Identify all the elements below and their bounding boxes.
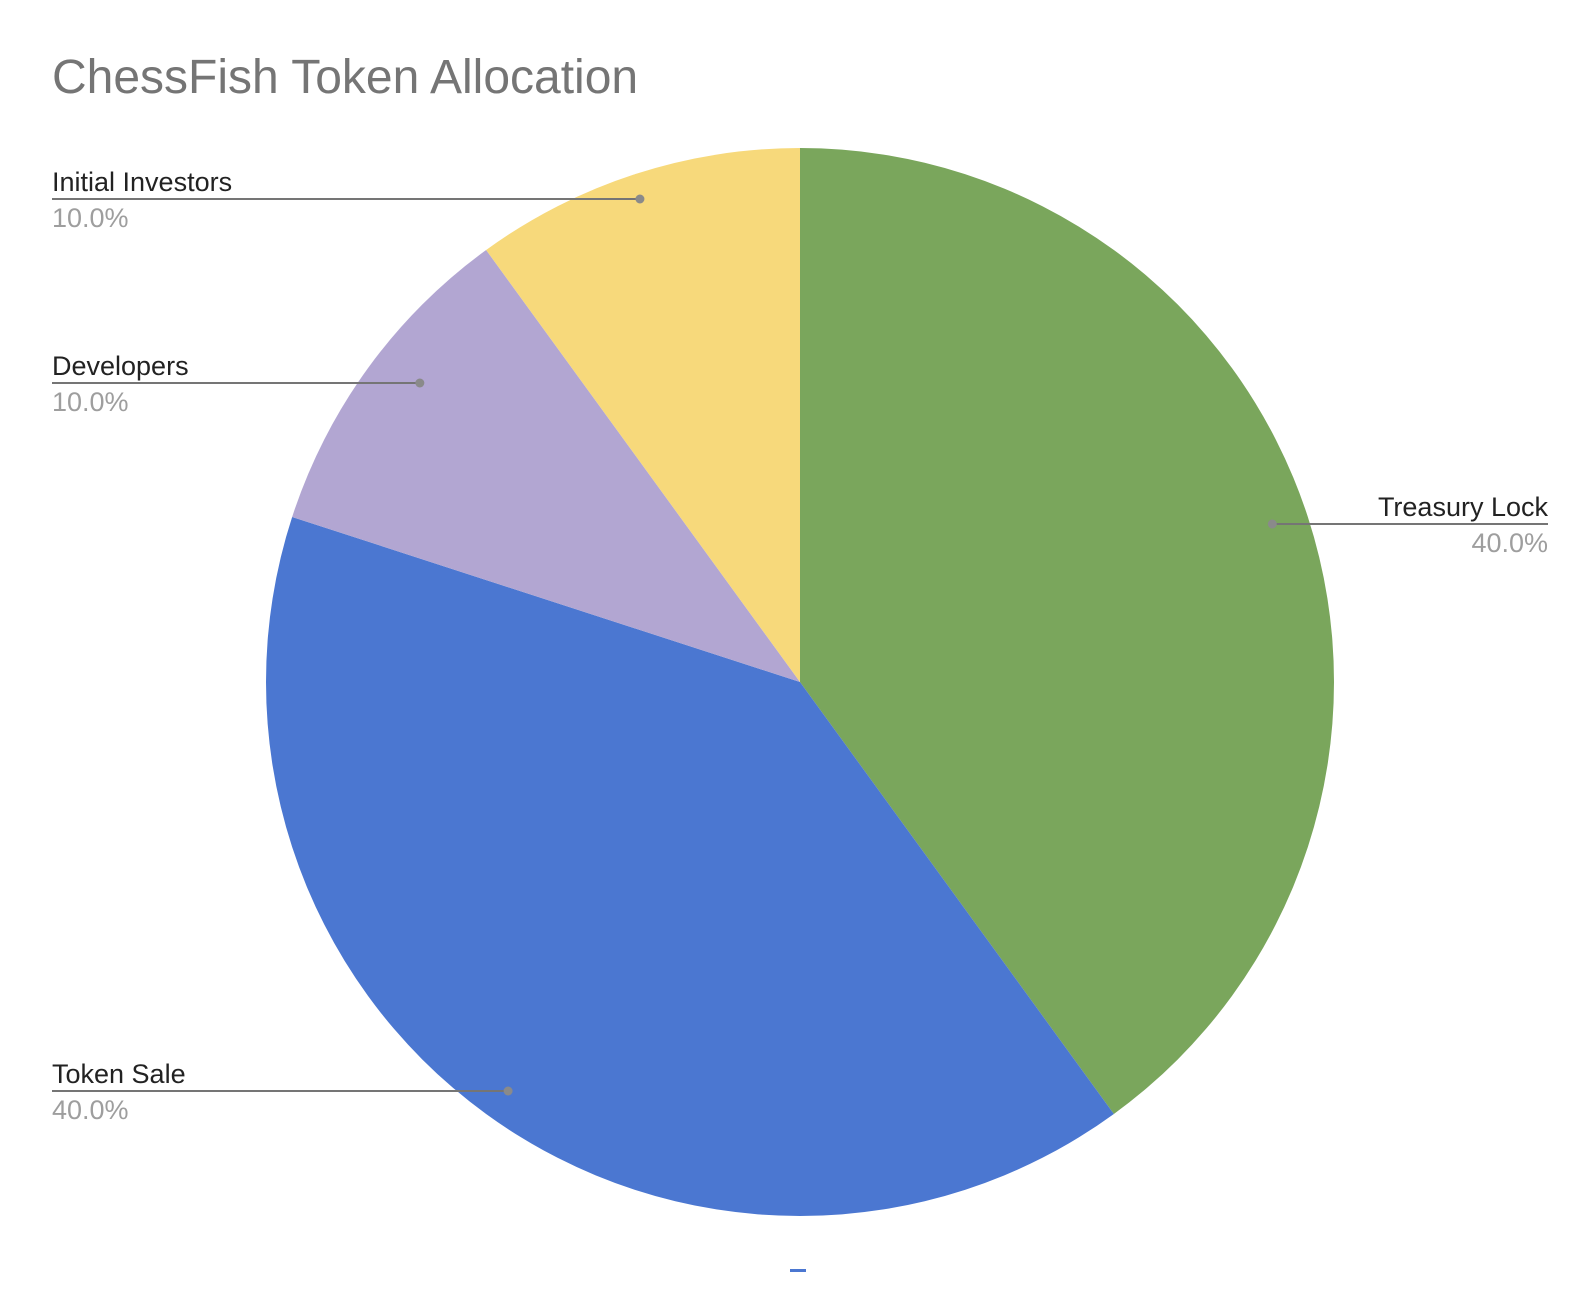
pie-slice-developers[interactable] xyxy=(292,249,800,682)
slice-percent-label: 40.0% xyxy=(52,1095,129,1125)
slice-label: Developers xyxy=(52,351,189,381)
leader-dot xyxy=(503,1086,513,1096)
slice-label: Treasury Lock xyxy=(1378,492,1549,522)
chart-title: ChessFish Token Allocation xyxy=(52,51,639,104)
slice-label: Initial Investors xyxy=(52,167,232,197)
slice-labels: Treasury Lock 40.0% Token Sale 40.0% Develop… xyxy=(52,167,1548,1125)
leader-lines xyxy=(52,194,1548,1096)
pie-slice-treasury-lock[interactable] xyxy=(800,148,1335,1115)
slice-percent-label: 10.0% xyxy=(52,203,129,233)
slice-percent-label: 40.0% xyxy=(1471,528,1548,558)
slice-percent-label: 10.0% xyxy=(52,387,129,417)
leader-dot xyxy=(635,194,645,204)
pie-slice-token-sale[interactable] xyxy=(266,516,1114,1216)
legend-marker xyxy=(790,1269,806,1272)
pie-slice-initial-investors[interactable] xyxy=(486,148,800,682)
slice-label: Token Sale xyxy=(52,1059,186,1089)
leader-dot xyxy=(415,378,425,388)
leader-dot xyxy=(1267,519,1277,529)
pie-slices xyxy=(266,148,1335,1216)
